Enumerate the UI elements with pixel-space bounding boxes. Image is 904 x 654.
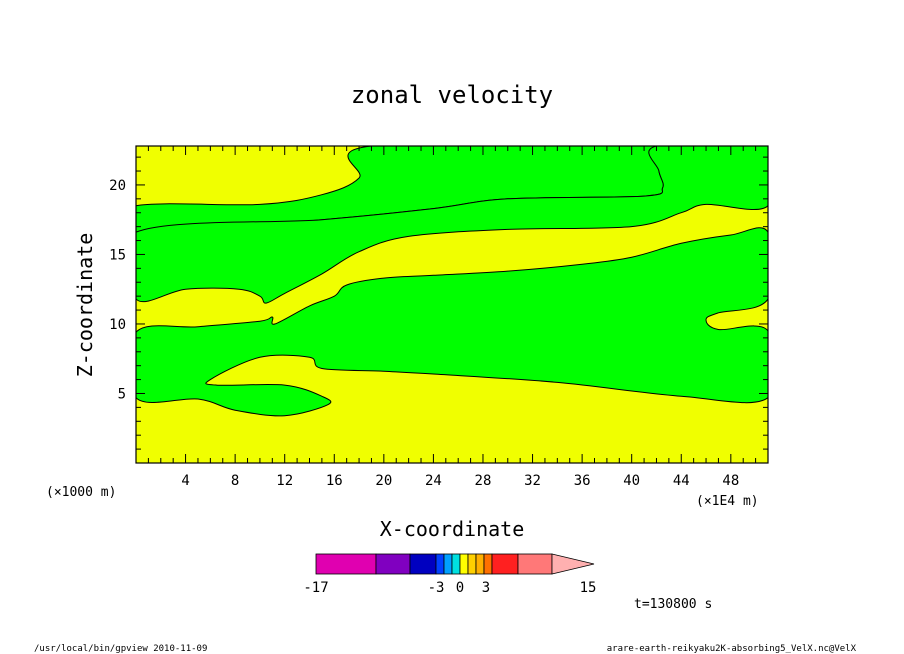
- x-tick-label: 20: [375, 473, 392, 489]
- colorbar-tick-label: -17: [303, 580, 328, 596]
- x-tick-label: 24: [425, 473, 442, 489]
- colorbar-tick-label: -3: [428, 580, 445, 596]
- x-tick-label: 16: [326, 473, 343, 489]
- colorbar: -17 -3 0 3 15: [303, 553, 597, 596]
- colorbar-tick-label: 0: [456, 580, 464, 596]
- y-tick-label: 5: [118, 386, 126, 402]
- contour-region-3: [136, 227, 768, 417]
- x-tick-label: 48: [722, 473, 739, 489]
- colorbar-segment: [517, 553, 553, 575]
- colorbar-segment: [459, 553, 469, 575]
- footer-left: /usr/local/bin/gpview 2010-11-09: [34, 644, 207, 654]
- colorbar-tick-label: 3: [482, 580, 490, 596]
- colorbar-segment: [475, 553, 485, 575]
- x-scale-note: (×1E4 m): [696, 494, 759, 509]
- y-axis-label: Z-coordinate: [73, 233, 97, 378]
- x-tick-label: 8: [231, 473, 239, 489]
- plot-area: [136, 146, 768, 463]
- colorbar-segment: [451, 553, 461, 575]
- x-tick-label: 36: [574, 473, 591, 489]
- colorbar-segment: [483, 553, 493, 575]
- colorbar-segment: [409, 553, 437, 575]
- colorbar-extension-arrow: [551, 553, 595, 575]
- colorbar-segment: [443, 553, 453, 575]
- y-tick-label: 20: [109, 178, 126, 194]
- chart-title: zonal velocity: [351, 81, 553, 109]
- colorbar-segment: [315, 553, 377, 575]
- x-tick-label: 32: [524, 473, 541, 489]
- x-tick-label: 40: [623, 473, 640, 489]
- plot-frame: [135, 145, 769, 464]
- footer-right: arare-earth-reikyaku2K-absorbing5_VelX.n…: [607, 644, 857, 654]
- y-tick-label: 15: [109, 247, 126, 263]
- x-axis-label: X-coordinate: [380, 517, 525, 541]
- x-units-label: (×1000 m): [46, 485, 116, 500]
- x-tick-label: 28: [475, 473, 492, 489]
- x-tick-label: 12: [276, 473, 293, 489]
- x-tick-label: 4: [181, 473, 189, 489]
- y-tick-label: 10: [109, 317, 126, 333]
- colorbar-tick-label: 15: [580, 580, 597, 596]
- colorbar-segment: [435, 553, 445, 575]
- contour-region-2: [136, 146, 768, 304]
- colorbar-segment: [375, 553, 411, 575]
- x-tick-label: 44: [673, 473, 690, 489]
- colorbar-segment: [491, 553, 519, 575]
- colorbar-segment: [467, 553, 477, 575]
- time-label: t=130800 s: [634, 597, 712, 612]
